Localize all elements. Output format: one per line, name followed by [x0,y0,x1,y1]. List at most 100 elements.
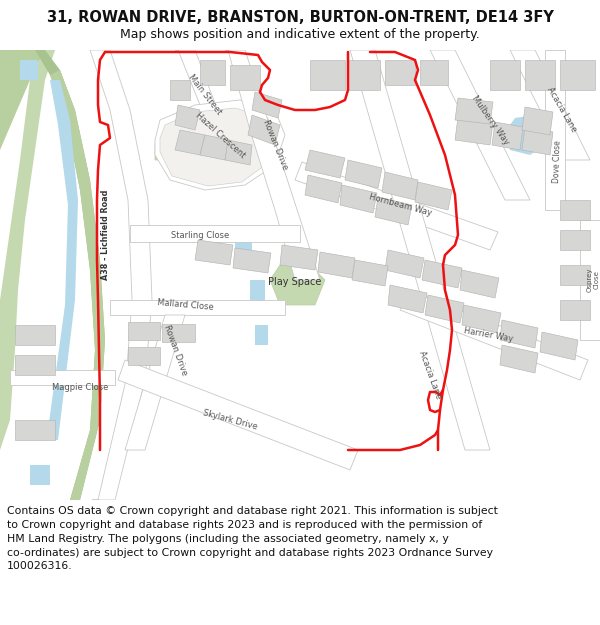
Text: Starling Close: Starling Close [171,231,229,239]
Polygon shape [110,300,285,315]
Polygon shape [162,324,195,342]
Polygon shape [0,50,55,450]
Polygon shape [455,117,493,145]
Polygon shape [155,100,285,190]
Polygon shape [460,270,499,298]
Polygon shape [545,50,565,210]
Polygon shape [128,347,160,365]
Polygon shape [352,260,388,286]
Text: Rowan Drive: Rowan Drive [161,324,188,376]
Polygon shape [235,240,252,265]
Polygon shape [430,50,530,200]
Text: Map shows position and indicative extent of the property.: Map shows position and indicative extent… [120,28,480,41]
Polygon shape [10,370,115,385]
Text: Magpie Close: Magpie Close [52,384,108,392]
Polygon shape [295,162,498,250]
Polygon shape [15,325,55,345]
Polygon shape [422,260,462,288]
Polygon shape [225,50,320,280]
Polygon shape [375,197,412,225]
Polygon shape [15,420,55,440]
Polygon shape [425,295,464,323]
Polygon shape [270,265,325,305]
Polygon shape [540,332,578,360]
Text: 100026316.: 100026316. [7,561,73,571]
Polygon shape [252,92,282,118]
Polygon shape [15,355,55,375]
Polygon shape [455,98,493,124]
Polygon shape [233,248,271,273]
Polygon shape [118,360,358,470]
Polygon shape [200,135,230,160]
Polygon shape [128,322,160,340]
Text: Hazel Crescent: Hazel Crescent [193,111,247,159]
Polygon shape [175,130,205,155]
Text: to Crown copyright and database rights 2023 and is reproduced with the permissio: to Crown copyright and database rights 2… [7,520,482,530]
Polygon shape [195,240,233,265]
Polygon shape [175,50,230,170]
Text: Contains OS data © Crown copyright and database right 2021. This information is : Contains OS data © Crown copyright and d… [7,506,498,516]
Polygon shape [560,265,590,285]
Polygon shape [525,60,555,90]
Polygon shape [492,122,523,150]
Polygon shape [130,225,300,242]
Polygon shape [310,60,345,90]
Polygon shape [255,325,268,345]
Text: Skylark Drive: Skylark Drive [202,408,258,432]
Text: Acacia Lane: Acacia Lane [417,350,443,400]
Polygon shape [200,60,225,85]
Text: Main Street: Main Street [187,73,223,117]
Polygon shape [30,465,50,485]
Polygon shape [280,245,318,270]
Text: Acacia Lane: Acacia Lane [545,86,578,134]
Text: 31, ROWAN DRIVE, BRANSTON, BURTON-ON-TRENT, DE14 3FY: 31, ROWAN DRIVE, BRANSTON, BURTON-ON-TRE… [47,10,553,25]
Text: A38 - Lichfield Road: A38 - Lichfield Road [101,190,110,280]
Polygon shape [522,107,553,135]
Text: Dove Close: Dove Close [552,141,562,184]
Polygon shape [385,250,424,278]
Polygon shape [125,315,185,450]
Polygon shape [560,60,595,90]
Polygon shape [500,345,538,373]
Polygon shape [420,60,448,85]
Polygon shape [35,50,105,500]
Polygon shape [48,80,78,440]
Text: co-ordinates) are subject to Crown copyright and database rights 2023 Ordnance S: co-ordinates) are subject to Crown copyr… [7,548,493,558]
Polygon shape [248,115,280,145]
Polygon shape [305,150,345,178]
Polygon shape [385,60,415,85]
Polygon shape [415,182,452,210]
Text: Play Space: Play Space [268,277,322,287]
Polygon shape [505,115,548,155]
Polygon shape [345,160,382,188]
Polygon shape [500,320,538,348]
Text: Osprey
Close: Osprey Close [587,268,599,292]
Text: Harrier Way: Harrier Way [463,326,514,344]
Polygon shape [348,60,380,90]
Polygon shape [90,50,152,500]
Polygon shape [20,60,38,80]
Polygon shape [340,185,377,213]
Text: Rowan Drive: Rowan Drive [261,119,289,171]
Polygon shape [230,65,260,90]
Polygon shape [175,105,200,130]
Polygon shape [0,50,45,150]
Polygon shape [170,80,190,100]
Polygon shape [225,140,252,165]
Text: Mulberry Way: Mulberry Way [470,94,511,146]
Polygon shape [462,305,501,333]
Polygon shape [250,280,265,315]
Text: Hornbeam Way: Hornbeam Way [368,192,433,218]
Polygon shape [50,70,105,500]
Polygon shape [160,108,275,186]
Polygon shape [318,252,355,278]
Text: Mallard Close: Mallard Close [157,298,214,312]
Polygon shape [388,285,427,313]
Polygon shape [382,172,418,200]
Polygon shape [400,290,588,380]
Polygon shape [350,50,490,450]
Text: HM Land Registry. The polygons (including the associated geometry, namely x, y: HM Land Registry. The polygons (includin… [7,534,449,544]
Polygon shape [522,127,553,155]
Polygon shape [305,175,342,203]
Polygon shape [560,230,590,250]
